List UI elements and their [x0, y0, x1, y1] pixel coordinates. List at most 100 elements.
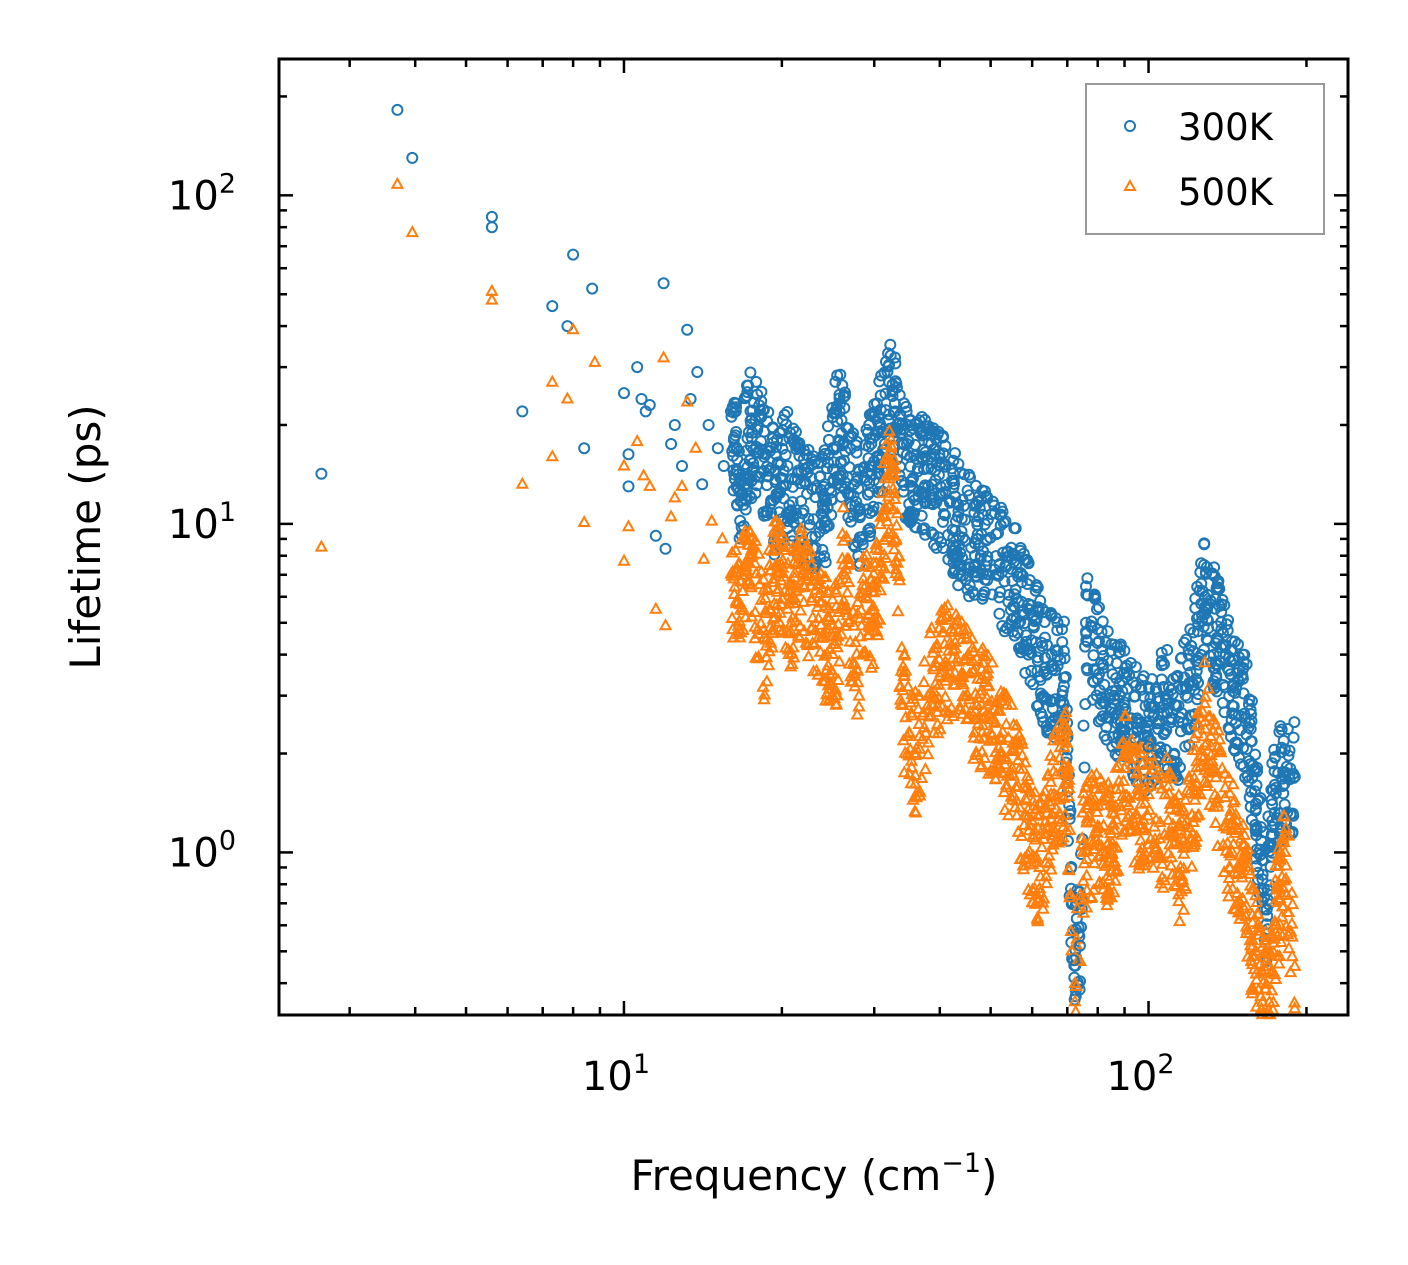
cloud-marker-300k	[927, 422, 940, 435]
cloud-marker-300k	[1032, 601, 1045, 614]
cloud-marker-300k	[806, 483, 819, 496]
cloud-marker-500k	[817, 673, 831, 686]
cloud-marker-300k	[1191, 580, 1204, 593]
cloud-marker-500k	[1039, 876, 1054, 889]
point-300k-28	[702, 419, 715, 431]
point-500k-72	[1269, 917, 1283, 930]
point-500k-59	[1117, 761, 1132, 774]
cloud-marker-300k	[997, 546, 1010, 559]
legend-frame	[1085, 83, 1325, 235]
cloud-marker-300k	[1157, 728, 1170, 741]
cloud-marker-500k	[1141, 808, 1155, 821]
point-300k-22	[668, 419, 681, 431]
cloud-marker-300k	[1131, 717, 1144, 729]
point-500k-43	[896, 697, 910, 710]
cloud-marker-500k	[1282, 941, 1296, 954]
cloud-marker-500k	[1288, 1001, 1302, 1014]
cloud-marker-500k	[1138, 795, 1152, 808]
cloud-marker-500k	[1269, 858, 1283, 871]
cloud-marker-500k	[760, 674, 774, 687]
cloud-marker-500k	[874, 555, 888, 568]
cloud-marker-500k	[766, 611, 780, 624]
cloud-marker-300k	[1228, 743, 1240, 755]
cloud-marker-500k	[896, 733, 911, 746]
cloud-marker-500k	[991, 703, 1005, 716]
cloud-marker-300k	[1036, 710, 1049, 723]
cloud-marker-500k	[902, 726, 916, 739]
cloud-marker-300k	[813, 470, 826, 483]
cloud-marker-500k	[1149, 767, 1164, 780]
cloud-marker-500k	[822, 610, 836, 623]
cloud-marker-500k	[1259, 962, 1273, 975]
cloud-marker-500k	[1186, 835, 1201, 848]
cloud-marker-300k	[939, 509, 951, 522]
cloud-marker-300k	[1093, 667, 1105, 680]
cloud-marker-500k	[1273, 852, 1287, 865]
cloud-marker-500k	[1096, 792, 1110, 805]
cloud-marker-500k	[814, 566, 828, 579]
cloud-marker-500k	[896, 683, 910, 696]
cloud-marker-500k	[1049, 767, 1063, 780]
cloud-marker-300k	[1249, 797, 1262, 810]
cloud-marker-500k	[736, 603, 751, 616]
point-500k-52	[1032, 859, 1047, 872]
cloud-marker-500k	[1225, 844, 1239, 857]
cloud-marker-500k	[1016, 779, 1031, 792]
point-300k-46	[896, 446, 909, 459]
cloud-marker-500k	[886, 502, 900, 515]
cloud-marker-500k	[1109, 812, 1123, 825]
cloud-marker-500k	[867, 623, 881, 636]
cloud-marker-300k	[1129, 679, 1142, 692]
cloud-marker-500k	[731, 595, 745, 608]
point-300k-70	[1242, 721, 1255, 734]
cloud-marker-500k	[903, 742, 917, 755]
cloud-marker-300k	[866, 505, 879, 518]
cloud-marker-500k	[897, 646, 912, 659]
point-500k-4	[485, 292, 499, 305]
cloud-marker-500k	[1124, 732, 1139, 745]
x-axis-label-text: Frequency	[631, 1151, 848, 1200]
point-500k-53	[1047, 787, 1061, 800]
cloud-marker-300k	[864, 507, 876, 519]
cloud-marker-500k	[882, 423, 896, 436]
cloud-marker-500k	[1070, 901, 1084, 914]
cloud-marker-300k	[1008, 548, 1021, 561]
cloud-marker-300k	[1209, 658, 1222, 671]
cloud-marker-500k	[954, 614, 969, 627]
point-500k-31	[757, 630, 771, 643]
cloud-marker-300k	[1012, 596, 1025, 608]
cloud-marker-300k	[1161, 644, 1174, 656]
cloud-marker-500k	[985, 727, 999, 740]
cloud-marker-300k	[744, 366, 757, 379]
cloud-marker-500k	[1139, 780, 1153, 793]
cloud-marker-500k	[1052, 805, 1067, 818]
cloud-marker-300k	[970, 566, 983, 579]
cloud-marker-500k	[917, 654, 932, 667]
cloud-marker-300k	[827, 463, 839, 476]
cloud-marker-300k	[1240, 658, 1253, 671]
cloud-marker-500k	[882, 524, 896, 537]
cloud-marker-500k	[1251, 982, 1266, 995]
cloud-marker-500k	[817, 648, 832, 661]
cloud-marker-500k	[736, 583, 750, 596]
cloud-marker-500k	[998, 802, 1012, 815]
cloud-marker-500k	[1270, 928, 1285, 941]
cloud-marker-500k	[1039, 820, 1054, 833]
point-500k-6	[545, 374, 559, 387]
point-500k-40	[867, 615, 881, 628]
cloud-marker-500k	[1083, 833, 1098, 846]
cloud-marker-500k	[787, 577, 801, 590]
cloud-marker-300k	[1277, 734, 1290, 747]
cloud-marker-500k	[967, 712, 982, 725]
cloud-marker-300k	[770, 440, 782, 453]
cloud-marker-500k	[1204, 738, 1218, 751]
cloud-marker-500k	[799, 635, 813, 648]
point-300k-62	[1142, 740, 1155, 753]
cloud-marker-500k	[994, 732, 1008, 745]
point-300k-11	[618, 387, 630, 400]
cloud-marker-300k	[1182, 643, 1195, 656]
cloud-marker-500k	[1236, 817, 1250, 830]
cloud-marker-300k	[1144, 692, 1157, 705]
cloud-marker-300k	[963, 590, 976, 603]
cloud-marker-500k	[934, 612, 949, 625]
